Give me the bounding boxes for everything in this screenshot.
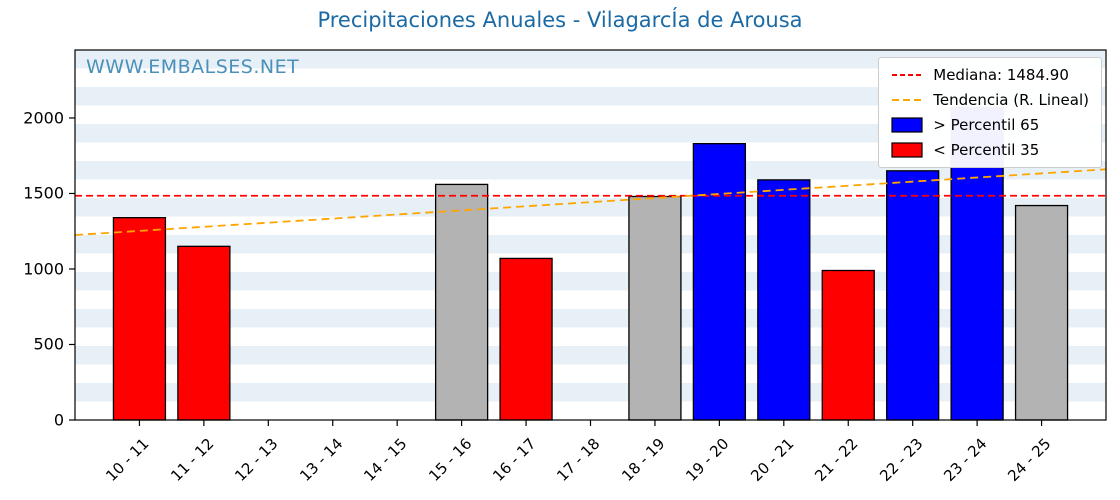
- plot-background-stripe: [75, 235, 1106, 254]
- plot-background-stripe: [75, 142, 1106, 161]
- legend-item-p65: > Percentil 65: [891, 116, 1089, 134]
- bar-10-11: [112, 216, 167, 421]
- legend-label-trend: Tendencia (R. Lineal): [933, 91, 1089, 109]
- legend-item-trend: Tendencia (R. Lineal): [891, 91, 1089, 109]
- bar-11-12: [177, 245, 231, 421]
- median-dashed-line-icon: [892, 74, 923, 76]
- legend-label-p35: < Percentil 35: [933, 141, 1040, 159]
- bar-24-25: [1014, 204, 1069, 421]
- plot-background-stripe: [75, 216, 1106, 235]
- chart-title: Precipitaciones Anuales - VilagarcÍa de …: [317, 8, 803, 32]
- plot-background-stripe: [75, 198, 1106, 217]
- plot-background-stripe: [75, 179, 1106, 198]
- watermark: WWW.EMBALSES.NET: [86, 56, 300, 78]
- legend-item-median: Mediana: 1484.90: [891, 66, 1089, 84]
- bar-20-21: [757, 179, 811, 421]
- legend-item-p35: < Percentil 35: [891, 141, 1089, 159]
- bar-22-23: [886, 170, 940, 421]
- bar-16-17: [499, 257, 553, 421]
- plot-background-stripe: [75, 50, 1106, 69]
- legend: Mediana: 1484.90 Tendencia (R. Lineal) >…: [878, 57, 1102, 168]
- plot-background-stripe: [75, 124, 1106, 143]
- plot-background-stripe: [75, 87, 1106, 106]
- bar-18-19: [628, 195, 682, 421]
- legend-label-median: Mediana: 1484.90: [933, 66, 1069, 84]
- bar-19-20: [692, 142, 747, 421]
- legend-label-p65: > Percentil 65: [933, 116, 1040, 134]
- red-bar-swatch-icon: [891, 142, 923, 158]
- bar-15-16: [434, 183, 489, 421]
- blue-bar-swatch-icon: [891, 117, 923, 133]
- trend-dashed-line-icon: [892, 99, 923, 101]
- plot-background-stripe: [75, 253, 1106, 272]
- trend-line: [74, 168, 1107, 236]
- plot-background-stripe: [75, 161, 1106, 180]
- plot-background-stripe: [75, 105, 1106, 124]
- plot-background-stripe: [75, 68, 1106, 87]
- bar-21-22: [821, 269, 875, 421]
